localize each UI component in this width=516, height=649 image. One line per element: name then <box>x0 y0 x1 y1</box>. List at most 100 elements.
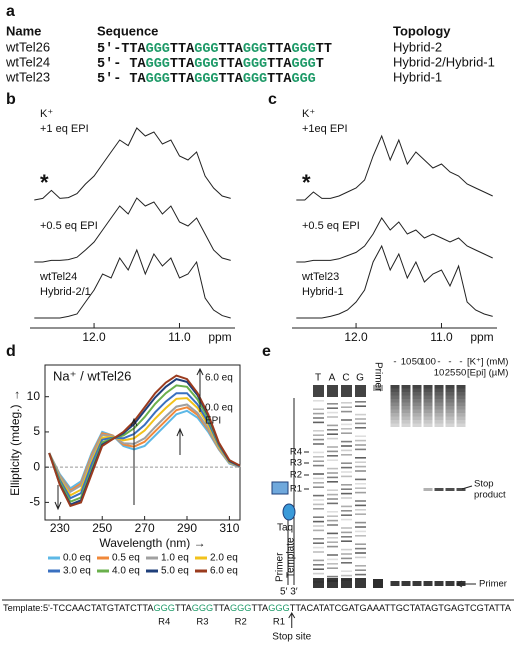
sample: wtTel23 <box>301 271 339 283</box>
cd-curve <box>48 403 241 494</box>
band <box>445 488 455 491</box>
band <box>341 553 352 555</box>
band <box>327 498 338 500</box>
band <box>390 409 400 413</box>
band <box>401 409 411 413</box>
band <box>456 416 466 420</box>
band <box>423 395 433 399</box>
arrow <box>288 612 296 628</box>
band <box>423 399 433 403</box>
sequence-part: TTA <box>170 72 195 87</box>
band <box>341 428 352 430</box>
band <box>327 446 338 448</box>
y-tick-label: -5 <box>29 495 40 509</box>
band <box>390 581 400 586</box>
sequence-part: GGG <box>243 42 267 57</box>
band <box>423 413 433 417</box>
band <box>313 525 324 527</box>
band <box>355 435 366 437</box>
x-tick-label: 310 <box>219 521 239 535</box>
name: wtTel26 <box>5 39 50 54</box>
band <box>445 406 455 410</box>
band <box>313 412 324 415</box>
band <box>313 578 324 588</box>
band <box>355 422 366 425</box>
lane-value: 25 <box>445 368 456 379</box>
sequence-part: TTA <box>219 42 244 57</box>
panel-label: b <box>6 91 16 108</box>
band <box>313 460 324 462</box>
band <box>355 401 366 403</box>
band <box>355 457 366 459</box>
x-axis-label: Wavelength (nm) → <box>99 536 205 550</box>
band <box>423 488 433 491</box>
band <box>412 581 422 586</box>
cd-curve <box>48 397 241 497</box>
band <box>434 488 444 491</box>
band <box>327 429 338 431</box>
band <box>327 493 338 496</box>
band <box>423 423 433 427</box>
band <box>327 554 338 556</box>
band <box>341 440 352 443</box>
y-tick-label: 10 <box>27 389 41 403</box>
band <box>327 537 338 539</box>
sequence-part: TTA <box>170 42 195 57</box>
band <box>412 399 422 403</box>
topology: Hybrid-2/1 <box>40 286 91 298</box>
band <box>327 524 338 526</box>
band <box>313 499 324 501</box>
arrow <box>196 367 204 412</box>
band <box>456 488 466 491</box>
lane-value: - <box>459 357 462 368</box>
band <box>390 416 400 420</box>
spectrum <box>296 217 493 263</box>
band <box>373 385 383 391</box>
band <box>355 444 366 446</box>
band <box>412 409 422 413</box>
sequence-part: GGG <box>291 42 315 57</box>
band <box>355 418 366 420</box>
band <box>313 564 324 566</box>
band <box>327 532 338 535</box>
band <box>341 445 352 447</box>
band <box>445 385 455 389</box>
band <box>445 399 455 403</box>
band <box>313 516 324 518</box>
band <box>445 402 455 406</box>
chart-title: Na⁺ / wtTel26 <box>53 368 131 383</box>
sequence-part: TTA <box>267 72 292 87</box>
lane-label: C <box>342 373 349 384</box>
band <box>327 545 338 548</box>
band <box>355 413 366 416</box>
band <box>434 409 444 413</box>
band <box>341 471 352 473</box>
band <box>341 570 352 572</box>
band <box>313 568 324 570</box>
x-tick-label: 270 <box>135 521 155 535</box>
x-unit: ppm <box>470 330 493 344</box>
spectrum <box>34 197 231 263</box>
band <box>327 433 338 435</box>
band <box>313 559 324 562</box>
band <box>456 388 466 392</box>
band <box>327 511 338 513</box>
band <box>456 423 466 427</box>
band <box>355 556 366 559</box>
header: Sequence <box>97 23 158 38</box>
band <box>327 472 338 474</box>
spectrum <box>34 248 231 319</box>
band <box>355 487 366 489</box>
band <box>341 505 352 508</box>
sequence-part: GGG <box>153 603 175 613</box>
pointer <box>461 485 473 490</box>
band <box>456 413 466 417</box>
band <box>313 408 324 410</box>
band <box>355 547 366 550</box>
band <box>355 461 366 463</box>
sequence-part: TTA <box>175 603 192 613</box>
sequence-part: T <box>316 57 324 72</box>
band <box>434 420 444 424</box>
band <box>313 494 324 497</box>
